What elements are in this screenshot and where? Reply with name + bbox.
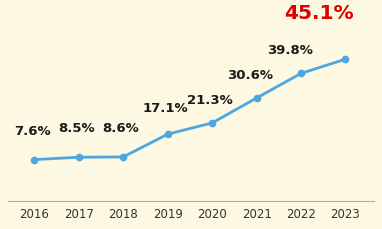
Text: 8.6%: 8.6% [103, 122, 139, 135]
Text: 45.1%: 45.1% [284, 4, 354, 23]
Text: 39.8%: 39.8% [267, 44, 313, 57]
Text: 7.6%: 7.6% [14, 124, 50, 137]
Text: 8.5%: 8.5% [58, 122, 95, 135]
Text: 17.1%: 17.1% [142, 102, 188, 114]
Text: 30.6%: 30.6% [227, 68, 273, 81]
Text: 21.3%: 21.3% [187, 93, 233, 106]
